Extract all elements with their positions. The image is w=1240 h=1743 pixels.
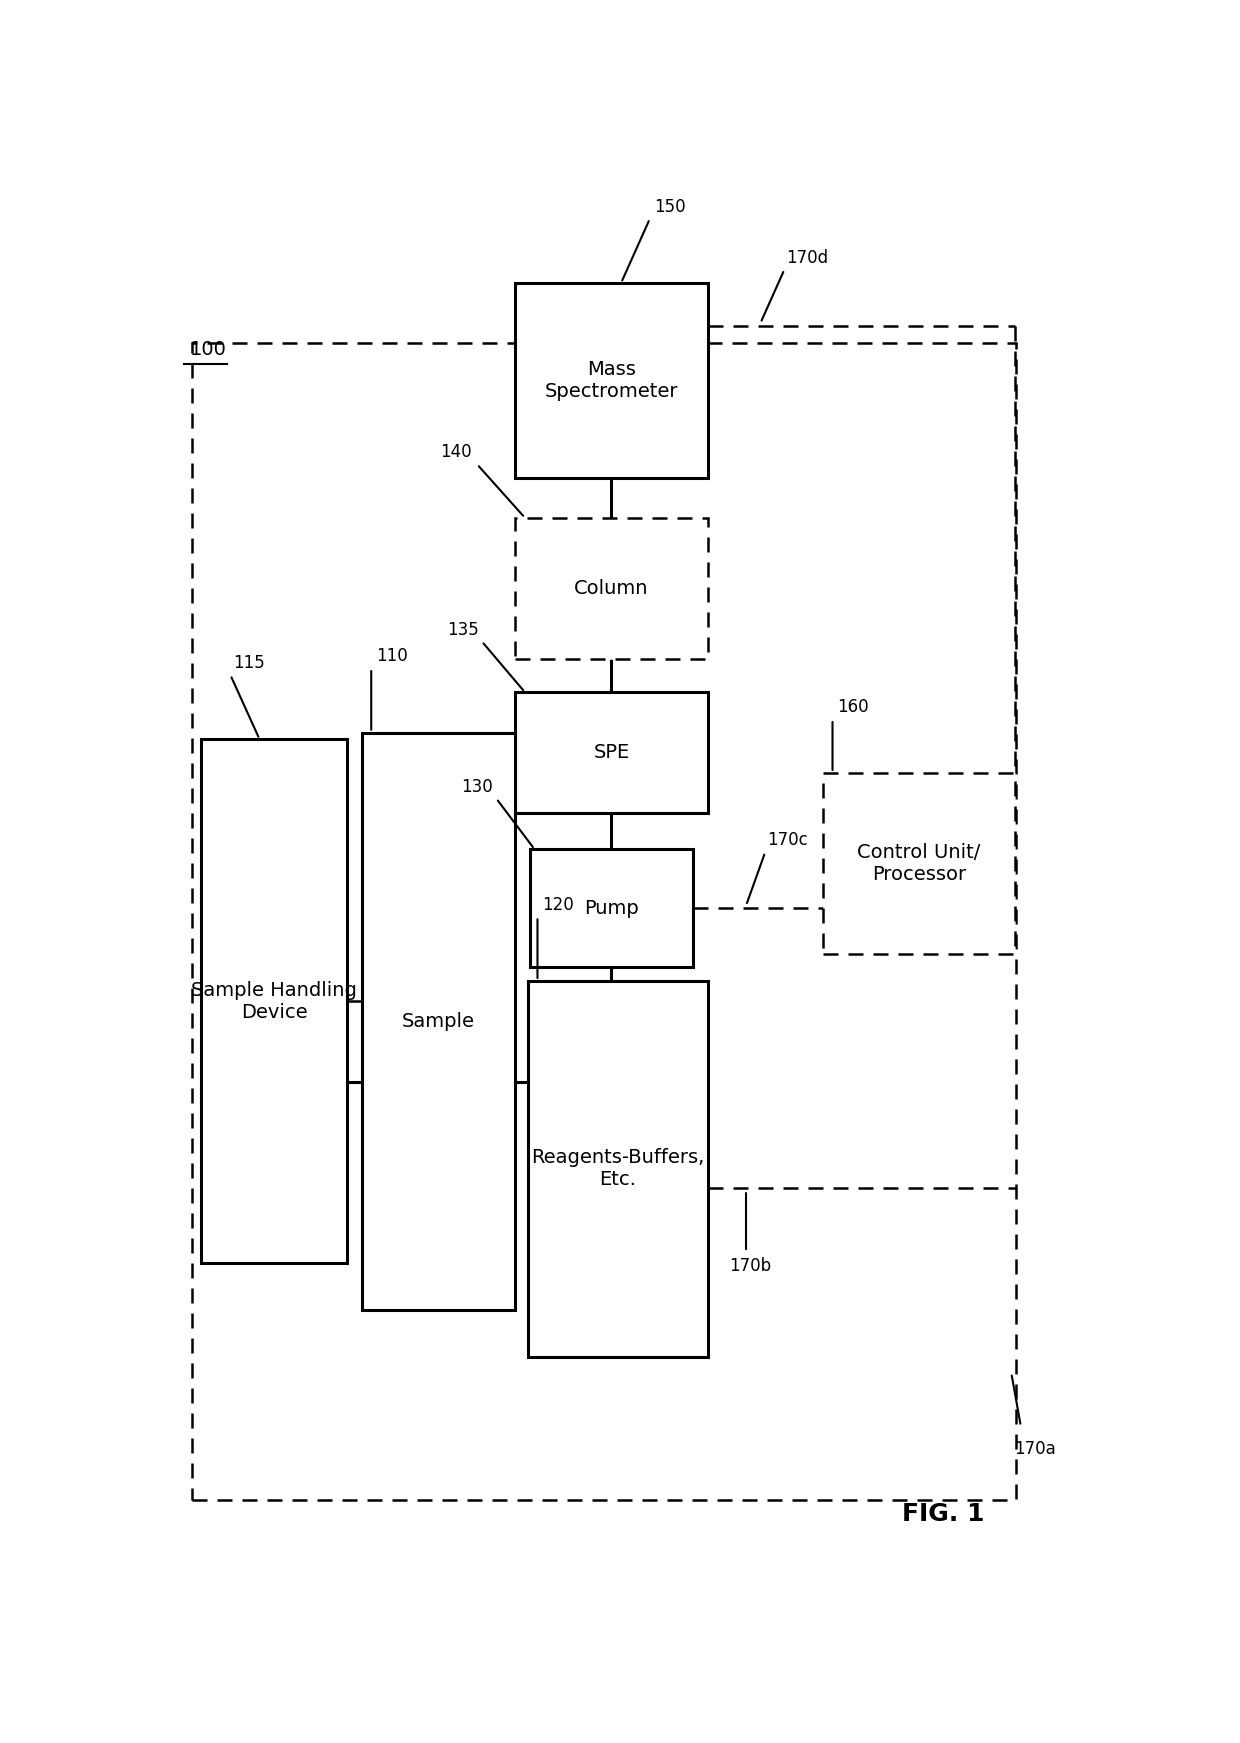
Text: 170b: 170b — [729, 1257, 771, 1276]
Text: 170d: 170d — [786, 249, 828, 267]
Text: 115: 115 — [233, 654, 265, 673]
Text: 160: 160 — [837, 699, 869, 716]
Bar — [528, 981, 708, 1356]
Bar — [362, 732, 516, 1309]
Bar — [191, 343, 1016, 1501]
Text: Reagents-Buffers,
Etc.: Reagents-Buffers, Etc. — [531, 1149, 704, 1189]
Text: 130: 130 — [461, 777, 494, 795]
Text: Control Unit/
Processor: Control Unit/ Processor — [857, 844, 981, 884]
Text: 100: 100 — [190, 340, 226, 359]
Bar — [201, 739, 347, 1262]
Text: SPE: SPE — [594, 743, 630, 762]
Text: 110: 110 — [376, 647, 408, 666]
Bar — [823, 772, 1016, 953]
Text: 170a: 170a — [1014, 1440, 1056, 1457]
Text: FIG. 1: FIG. 1 — [901, 1502, 985, 1525]
Text: Pump: Pump — [584, 899, 639, 919]
Text: 150: 150 — [653, 199, 686, 216]
Bar — [516, 282, 708, 478]
Bar — [516, 518, 708, 659]
Text: Column: Column — [574, 579, 649, 598]
Text: 120: 120 — [542, 896, 574, 913]
Text: Mass
Spectrometer: Mass Spectrometer — [544, 359, 678, 401]
Bar — [516, 692, 708, 812]
Text: 140: 140 — [440, 443, 472, 462]
Text: 170c: 170c — [768, 831, 808, 849]
Text: Sample: Sample — [402, 1011, 475, 1030]
Bar — [529, 849, 693, 967]
Text: 135: 135 — [448, 621, 479, 638]
Text: Sample Handling
Device: Sample Handling Device — [191, 981, 357, 1021]
